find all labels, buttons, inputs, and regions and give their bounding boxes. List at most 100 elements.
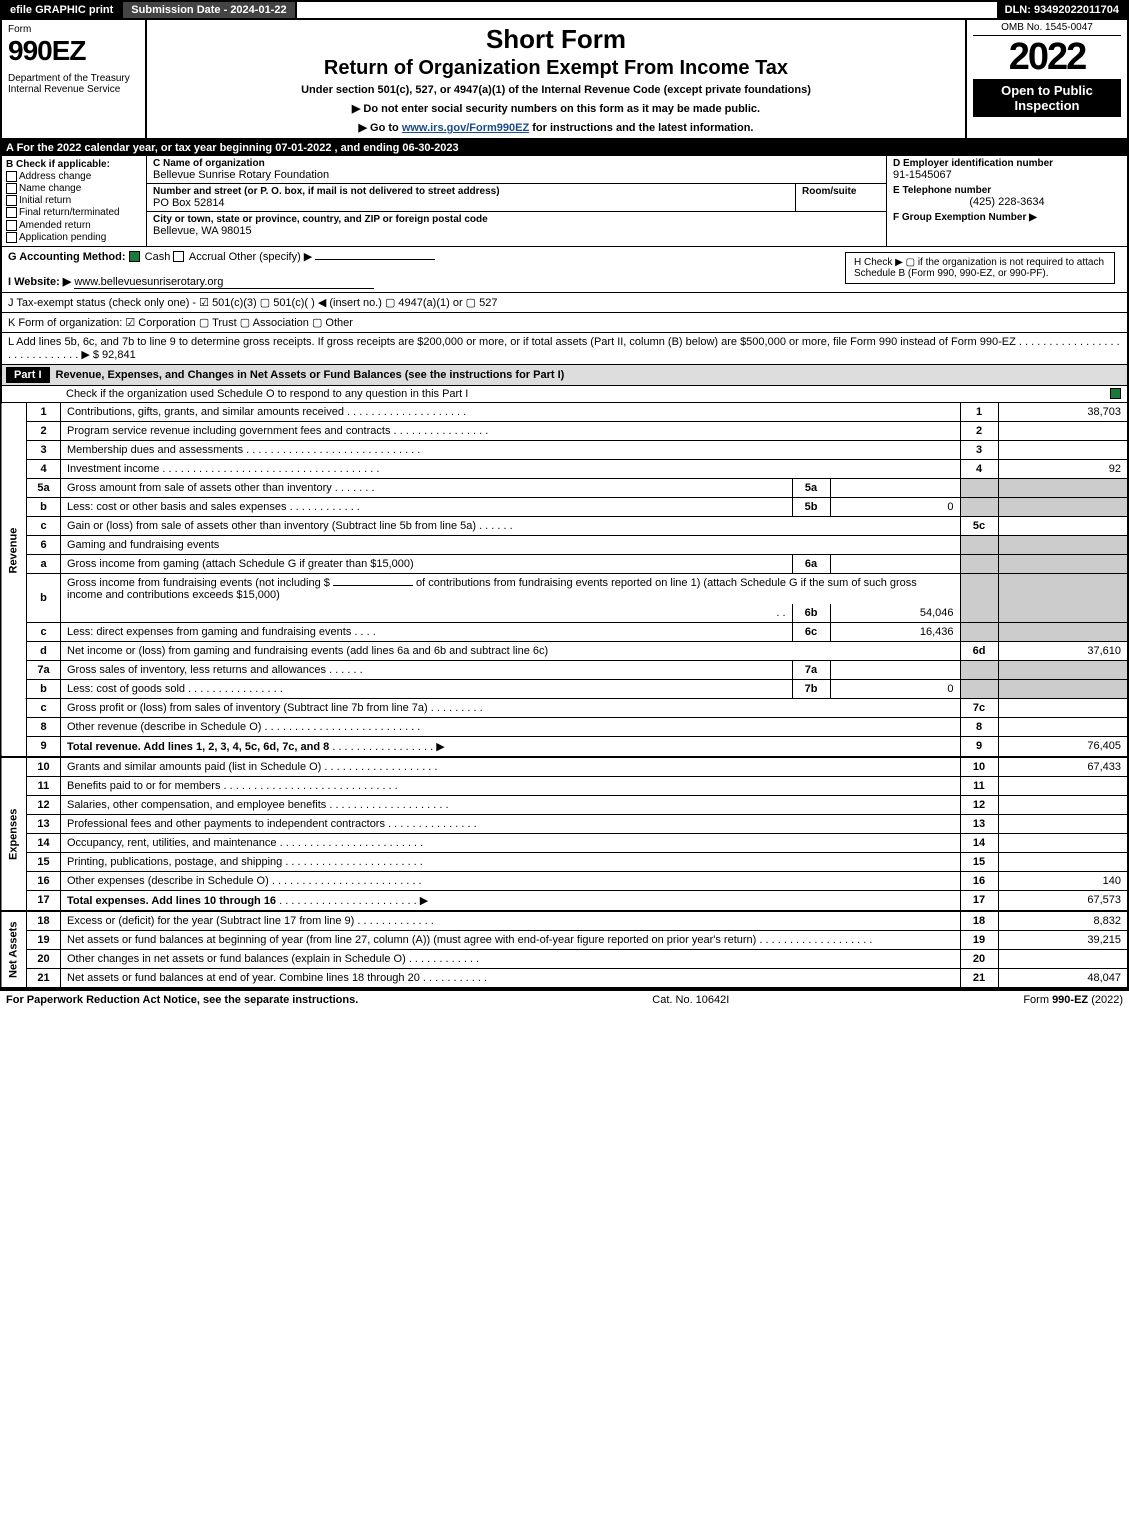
side-netassets: Net Assets <box>1 911 27 988</box>
l5a-sv <box>830 478 960 497</box>
l6-num: 6 <box>27 535 61 554</box>
l14-val <box>998 833 1128 852</box>
check-schedule-o[interactable] <box>1110 388 1123 400</box>
col-c-org-info: C Name of organization Bellevue Sunrise … <box>147 156 887 246</box>
l20-desc: Other changes in net assets or fund bala… <box>67 953 406 965</box>
tax-year: 2022 <box>973 36 1121 79</box>
l6d-desc: Net income or (loss) from gaming and fun… <box>61 641 961 660</box>
check-final-return[interactable]: Final return/terminated <box>6 207 142 218</box>
other-input[interactable] <box>315 259 435 260</box>
row-l: L Add lines 5b, 6c, and 7b to line 9 to … <box>0 333 1129 365</box>
instr-goto-pre: ▶ Go to <box>359 122 402 134</box>
street-value: PO Box 52814 <box>153 197 789 209</box>
l21-box: 21 <box>960 968 998 988</box>
l5b-num: b <box>27 497 61 516</box>
row-l-text: L Add lines 5b, 6c, and 7b to line 9 to … <box>8 336 1120 361</box>
check-initial-return[interactable]: Initial return <box>6 195 142 206</box>
l4-val: 92 <box>998 459 1128 478</box>
ein-label: D Employer identification number <box>893 158 1121 169</box>
l9-desc: Total revenue. Add lines 1, 2, 3, 4, 5c,… <box>67 741 329 753</box>
l5b-sv: 0 <box>830 497 960 516</box>
l10-desc: Grants and similar amounts paid (list in… <box>67 761 321 773</box>
l12-desc: Salaries, other compensation, and employ… <box>67 799 326 811</box>
l20-num: 20 <box>27 949 61 968</box>
header-right: OMB No. 1545-0047 2022 Open to Public In… <box>967 20 1127 138</box>
l13-box: 13 <box>960 814 998 833</box>
part-i-header: Part I Revenue, Expenses, and Changes in… <box>0 365 1129 386</box>
form-number: 990EZ <box>8 35 139 67</box>
l18-num: 18 <box>27 911 61 931</box>
l15-desc: Printing, publications, postage, and shi… <box>67 856 282 868</box>
l11-desc: Benefits paid to or for members <box>67 780 220 792</box>
l3-desc: Membership dues and assessments <box>67 444 243 456</box>
l7b-desc: Less: cost of goods sold <box>67 683 185 695</box>
city-value: Bellevue, WA 98015 <box>153 225 880 237</box>
l14-num: 14 <box>27 833 61 852</box>
check-accrual[interactable] <box>173 251 184 262</box>
box-h: H Check ▶ ▢ if the organization is not r… <box>845 252 1115 284</box>
l7c-desc: Gross profit or (loss) from sales of inv… <box>67 702 428 714</box>
check-application-pending[interactable]: Application pending <box>6 232 142 243</box>
l10-box: 10 <box>960 757 998 777</box>
row-a-begin: 07-01-2022 <box>275 142 331 154</box>
department-label: Department of the Treasury Internal Reve… <box>8 73 139 95</box>
l10-num: 10 <box>27 757 61 777</box>
l21-val: 48,047 <box>998 968 1128 988</box>
other-label: Other (specify) ▶ <box>229 251 313 263</box>
l20-box: 20 <box>960 949 998 968</box>
efile-print-button[interactable]: efile GRAPHIC print <box>2 2 123 18</box>
l6b-desc1: Gross income from fundraising events (no… <box>67 577 330 589</box>
l5c-num: c <box>27 516 61 535</box>
check-name-change[interactable]: Name change <box>6 183 142 194</box>
l13-desc: Professional fees and other payments to … <box>67 818 385 830</box>
form-header: Form 990EZ Department of the Treasury In… <box>0 20 1129 140</box>
l6d-num: d <box>27 641 61 660</box>
l18-desc: Excess or (deficit) for the year (Subtra… <box>67 915 354 927</box>
l8-desc: Other revenue (describe in Schedule O) <box>67 721 261 733</box>
l7a-sub: 7a <box>792 660 830 679</box>
group-exemption-label: F Group Exemption Number ▶ <box>893 212 1121 223</box>
l5a-desc: Gross amount from sale of assets other t… <box>67 482 332 494</box>
l7a-sv <box>830 660 960 679</box>
l19-num: 19 <box>27 930 61 949</box>
l19-box: 19 <box>960 930 998 949</box>
part-i-label: Part I <box>6 367 50 383</box>
l7b-sub: 7b <box>792 679 830 698</box>
l5c-box: 5c <box>960 516 998 535</box>
irs-link[interactable]: www.irs.gov/Form990EZ <box>402 122 529 134</box>
l6b-amount-input[interactable] <box>333 585 413 586</box>
check-cash[interactable] <box>129 251 140 262</box>
row-l-value: 92,841 <box>102 349 136 361</box>
row-a-end: 06-30-2023 <box>402 142 458 154</box>
l13-num: 13 <box>27 814 61 833</box>
check-address-change[interactable]: Address change <box>6 171 142 182</box>
l11-val <box>998 776 1128 795</box>
footer-catno: Cat. No. 10642I <box>652 994 729 1006</box>
l6a-desc: Gross income from gaming (attach Schedul… <box>61 554 793 573</box>
submission-date-button[interactable]: Submission Date - 2024-01-22 <box>123 2 296 18</box>
form-label: Form <box>8 24 139 35</box>
l15-num: 15 <box>27 852 61 871</box>
row-g-h: H Check ▶ ▢ if the organization is not r… <box>0 247 1129 293</box>
row-a-tax-year: A For the 2022 calendar year, or tax yea… <box>0 140 1129 156</box>
l14-desc: Occupancy, rent, utilities, and maintena… <box>67 837 277 849</box>
l6b-sub: 6b <box>792 604 830 623</box>
section-bcd: B Check if applicable: Address change Na… <box>0 156 1129 247</box>
l7b-sv: 0 <box>830 679 960 698</box>
l5c-val <box>998 516 1128 535</box>
l21-num: 21 <box>27 968 61 988</box>
tel-label: E Telephone number <box>893 185 1121 196</box>
org-name-label: C Name of organization <box>153 158 880 169</box>
street-label: Number and street (or P. O. box, if mail… <box>153 186 789 197</box>
l12-val <box>998 795 1128 814</box>
ein-value: 91-1545067 <box>893 169 1121 181</box>
topbar: efile GRAPHIC print Submission Date - 20… <box>0 0 1129 20</box>
dln-label: DLN: 93492022011704 <box>997 2 1127 18</box>
row-a-mid: , and ending <box>331 142 402 154</box>
l4-desc: Investment income <box>67 463 159 475</box>
row-j: J Tax-exempt status (check only one) - ☑… <box>0 293 1129 313</box>
instr-goto: ▶ Go to www.irs.gov/Form990EZ for instru… <box>157 121 955 134</box>
check-amended-return[interactable]: Amended return <box>6 220 142 231</box>
l2-num: 2 <box>27 421 61 440</box>
cash-label: Cash <box>145 251 171 263</box>
